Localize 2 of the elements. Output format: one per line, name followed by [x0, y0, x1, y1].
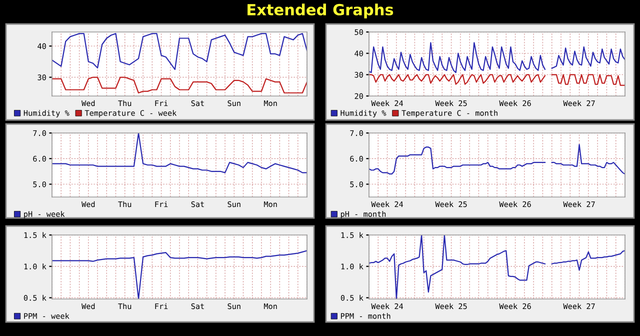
line-series [52, 76, 307, 94]
chart-title: Extended Graphs [248, 4, 394, 18]
